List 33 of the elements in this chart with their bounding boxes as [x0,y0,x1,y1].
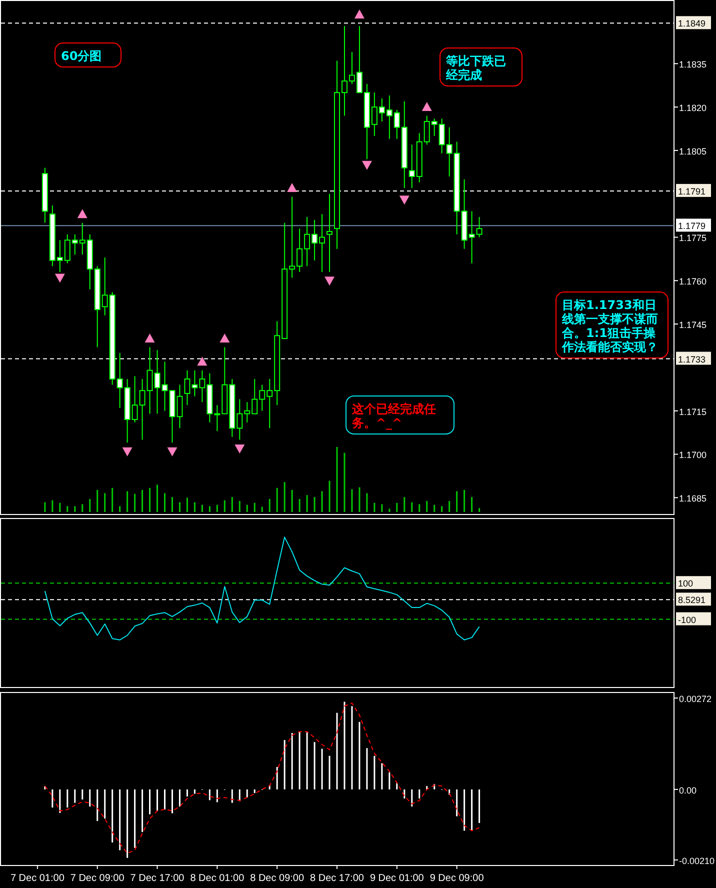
x-tick-label: 7 Dec 01:00 [10,873,65,884]
ref-line-label: 1.1849 [678,18,706,29]
ref-line-label: -100 [678,614,696,625]
candlestick [326,193,333,272]
x-tick-label: 7 Dec 17:00 [130,873,185,884]
y-tick-label: 1.1700 [679,450,707,460]
y-tick-label: 1.1775 [679,233,707,244]
ref-line-label: 100 [678,578,694,589]
y-tick-label: 1.1760 [679,276,707,287]
ref-line-label: 1.1791 [678,186,706,196]
y-tick-label: 1.1685 [679,494,707,504]
line-series [44,702,480,854]
y-tick-label: 1.1745 [679,320,707,330]
x-tick-label: 8 Dec 01:00 [190,873,245,884]
x-tick-label: 9 Dec 09:00 [430,873,484,884]
y-tick-label: 0.00 [679,785,697,796]
x-tick-label: 7 Dec 09:00 [70,873,125,884]
x-tick-label: 8 Dec 17:00 [310,873,364,884]
annotation: 目标1.1733和日线第一支撑不谋而合。1:1狙击手操作法看能否实现？ [561,298,658,354]
y-tick-label: 1.1715 [679,406,707,417]
y-tick-label: 1.1820 [679,103,707,114]
y-tick-label: 1.1835 [679,60,707,70]
annotation: 等比下跌已经完成 [445,54,506,82]
y-tick-label: 0.00272 [679,694,712,704]
y-tick-label: 1.1805 [679,146,707,156]
x-tick-label: 9 Dec 01:00 [370,873,424,884]
ref-line-label: 1.1779 [678,221,706,232]
x-tick-label: 8 Dec 09:00 [250,873,304,884]
annotation: 60分图 [61,49,102,63]
ref-line-label: 8.5291 [678,595,706,606]
y-tick-label: -0.00210 [679,856,715,866]
ref-line-label: 1.1733 [678,354,706,364]
annotation: 这个已经完成任务。^_^ [351,402,436,430]
